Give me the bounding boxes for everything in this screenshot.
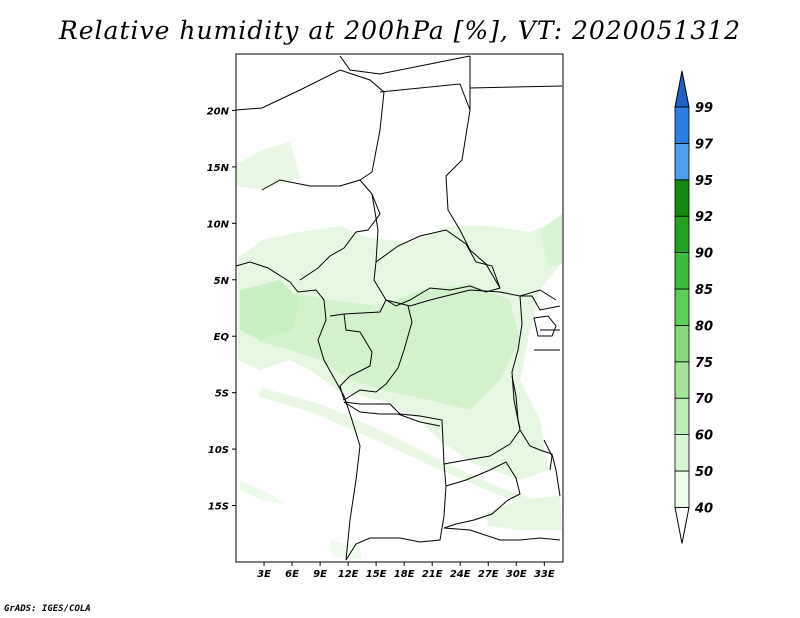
border-libya <box>339 55 471 110</box>
chart-title: Relative humidity at 200hPa [%], VT: 202… <box>58 16 742 45</box>
border-chad-west <box>379 83 501 289</box>
lake-tanganyika <box>511 375 521 429</box>
colorbar-segment <box>674 470 690 508</box>
colorbar-segment <box>674 252 690 290</box>
colorbar-label: 95 <box>695 174 713 189</box>
border-tanzania <box>519 429 561 497</box>
colorbar-label: 99 <box>695 101 713 116</box>
colorbar-segment <box>674 288 690 326</box>
colorbar-label: 60 <box>695 429 713 444</box>
lat-label: 15S <box>208 502 229 513</box>
colorbar-segment <box>674 434 690 472</box>
grads-credit: GrADS: IGES/COLA <box>4 604 91 614</box>
colorbar-segment <box>674 215 690 253</box>
coastline-west <box>235 261 361 561</box>
lat-label: 5S <box>215 389 229 400</box>
colorbar: 40 50 60 70 75 80 85 90 92 95 97 99 <box>674 70 714 544</box>
map-frame <box>235 53 564 563</box>
lon-label: 24E <box>450 569 471 580</box>
humidity-band-south <box>240 480 284 504</box>
colorbar-arrow-low <box>674 506 690 544</box>
humidity-area-southeast <box>486 496 562 530</box>
lon-label: 6E <box>285 569 299 580</box>
border-drc-north <box>385 289 557 307</box>
border-nigeria <box>261 179 381 281</box>
country-borders <box>235 55 563 561</box>
colorbar-segment <box>674 106 690 144</box>
colorbar-segment <box>674 324 690 363</box>
border-egypt-sudan <box>469 85 563 89</box>
border-niger <box>235 69 385 181</box>
humidity-area-congo <box>250 284 520 410</box>
lon-label: 21E <box>422 569 443 580</box>
border-congo <box>339 305 413 401</box>
lon-label: 15E <box>366 569 387 580</box>
longitude-axis: 3E 6E 9E 12E 15E 18E 21E 24E 27E 30E 33E <box>257 562 555 580</box>
lat-label: 10N <box>207 219 230 230</box>
colorbar-label: 80 <box>695 319 713 334</box>
humidity-area-east <box>540 214 562 266</box>
colorbar-label: 70 <box>695 392 713 407</box>
colorbar-label: 75 <box>695 356 713 371</box>
colorbar-label: 92 <box>695 210 713 225</box>
border-car <box>375 229 501 307</box>
lat-label: EQ <box>214 332 230 343</box>
colorbar-label: 85 <box>695 283 713 298</box>
border-drc-east <box>343 295 523 465</box>
border-south <box>443 527 561 541</box>
lon-label: 3E <box>257 569 271 580</box>
colorbar-segment <box>674 397 690 436</box>
lon-label: 18E <box>394 569 415 580</box>
border-zambia <box>443 461 521 529</box>
lat-label: 15N <box>207 163 230 174</box>
colorbar-label: 90 <box>695 247 713 262</box>
humidity-area-gulf <box>240 280 300 340</box>
lake-victoria <box>533 315 557 337</box>
lon-label: 27E <box>478 569 499 580</box>
border-angola <box>343 401 447 561</box>
lat-label: 10S <box>208 445 229 456</box>
colorbar-arrow-high <box>674 70 690 108</box>
border-east-africa <box>520 295 561 351</box>
humidity-band-southwest <box>258 388 548 510</box>
lat-label: 20N <box>207 106 230 117</box>
colorbar-segment <box>674 361 690 399</box>
lon-label: 30E <box>506 569 527 580</box>
border-cameroon <box>329 193 387 317</box>
lake-malawi <box>543 439 553 471</box>
colorbar-label: 97 <box>695 137 714 152</box>
lon-label: 33E <box>534 569 555 580</box>
lon-label: 12E <box>338 569 359 580</box>
colorbar-label: 50 <box>695 465 713 480</box>
humidity-shading <box>236 142 562 560</box>
lat-label: 5N <box>214 276 230 287</box>
colorbar-segment <box>674 142 690 181</box>
latitude-axis: 20N 15N 10N 5N EQ 5S 10S 15S <box>207 106 236 513</box>
lon-label: 9E <box>313 569 327 580</box>
humidity-area-southwest-patch <box>330 540 362 560</box>
colorbar-label: 40 <box>694 501 713 516</box>
humidity-area-sahel <box>236 142 300 190</box>
colorbar-segment <box>674 179 690 217</box>
